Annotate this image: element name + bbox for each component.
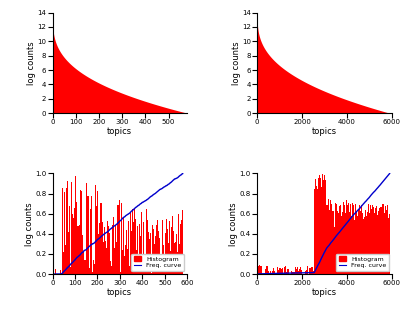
Y-axis label: log counts: log counts: [229, 202, 238, 246]
Y-axis label: log counts: log counts: [25, 202, 34, 246]
X-axis label: topics: topics: [107, 127, 133, 136]
Legend: Histogram, Freq. curve: Histogram, Freq. curve: [336, 254, 389, 271]
X-axis label: topics: topics: [107, 288, 133, 297]
Legend: Histogram, Freq. curve: Histogram, Freq. curve: [131, 254, 184, 271]
Y-axis label: log counts: log counts: [27, 41, 36, 85]
Y-axis label: log counts: log counts: [231, 41, 240, 85]
X-axis label: topics: topics: [312, 127, 337, 136]
X-axis label: topics: topics: [312, 288, 337, 297]
